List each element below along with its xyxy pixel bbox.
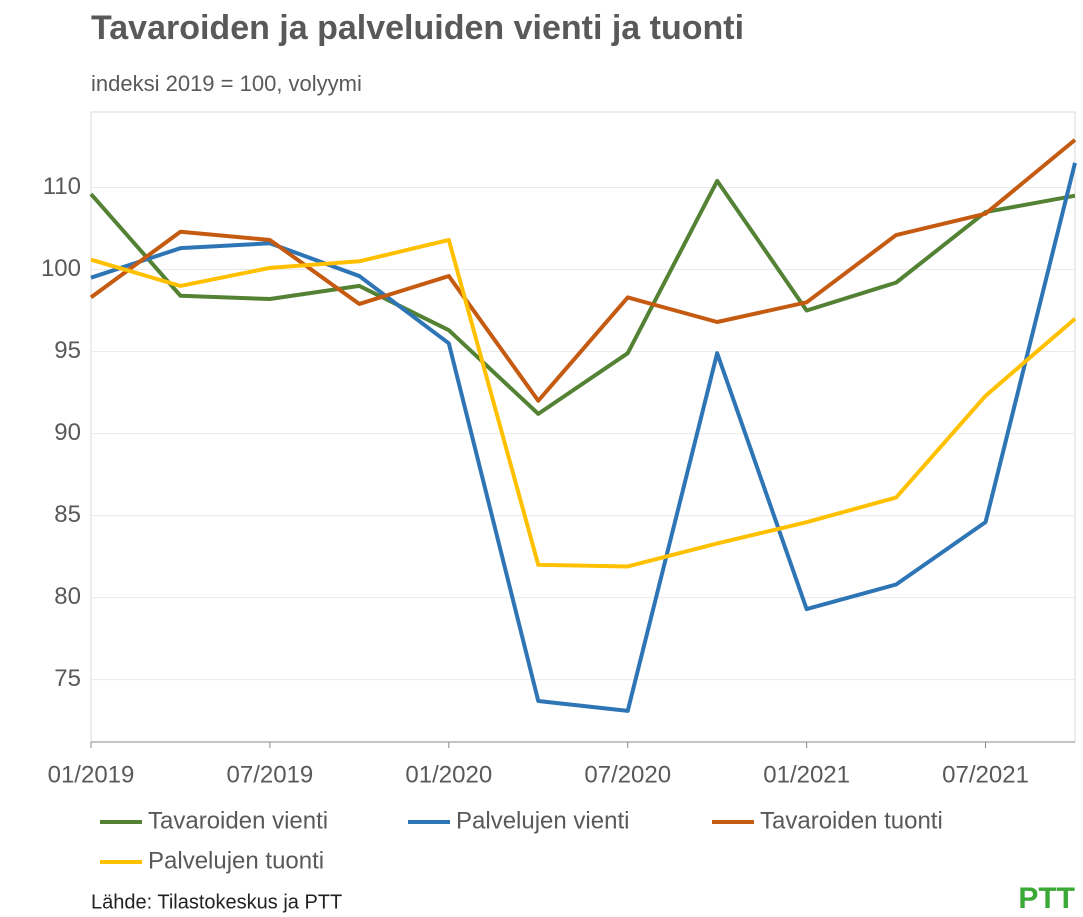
- x-tick-label: 01/2019: [48, 761, 135, 788]
- legend-label: Tavaroiden vienti: [148, 807, 328, 834]
- y-tick-label: 100: [41, 255, 81, 282]
- y-tick-label: 85: [54, 501, 81, 528]
- x-tick-label: 07/2020: [584, 761, 671, 788]
- source: Lähde: Tilastokeskus ja PTT: [91, 891, 342, 913]
- y-tick-label: 80: [54, 583, 81, 610]
- legend-label: Palvelujen tuonti: [148, 847, 324, 874]
- x-tick-label: 07/2019: [227, 761, 314, 788]
- line-series: [90, 237, 1077, 569]
- line-series: [90, 162, 1077, 713]
- x-tick-label: 07/2021: [942, 761, 1029, 788]
- y-tick-label: 95: [54, 337, 81, 364]
- y-tick-label: 110: [43, 173, 81, 200]
- plot-area: [90, 111, 1076, 743]
- line-series: [89, 178, 1076, 416]
- legend-label: Palvelujen vienti: [456, 807, 629, 834]
- y-tick-label: 90: [54, 419, 81, 446]
- x-tick-label: 01/2021: [763, 761, 850, 788]
- logo: PTT: [1018, 882, 1075, 915]
- legend-label: Tavaroiden tuonti: [760, 807, 943, 834]
- line-series: [89, 138, 1077, 403]
- chart-title: Tavaroiden ja palveluiden vienti ja tuon…: [91, 9, 744, 47]
- x-tick-label: 01/2020: [405, 761, 492, 788]
- chart-subtitle: indeksi 2019 = 100, volyymi: [91, 71, 362, 96]
- y-tick-label: 75: [54, 665, 81, 692]
